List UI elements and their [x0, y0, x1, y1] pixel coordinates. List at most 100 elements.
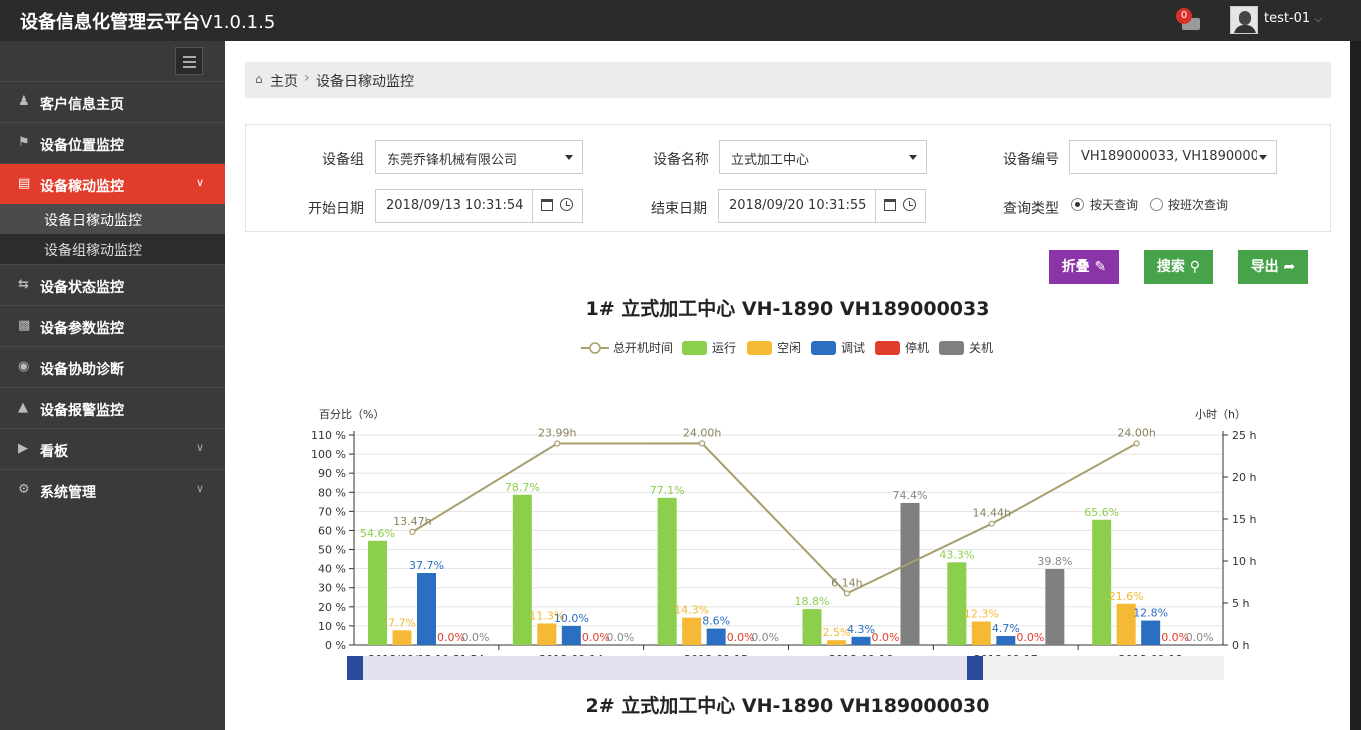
sidebar-item-dashboard[interactable]: ▶ 看板 ∨ — [0, 428, 225, 469]
end-date-label: 结束日期 — [651, 201, 707, 217]
line-point — [554, 440, 561, 447]
y-tick-label: 70 % — [318, 505, 346, 518]
server-icon: ▤ — [18, 176, 31, 191]
legend-item-idle[interactable]: 空闲 — [747, 339, 801, 356]
line-point — [988, 520, 995, 527]
legend-swatch — [875, 341, 900, 355]
page-scrollbar[interactable] — [1350, 41, 1361, 730]
legend-label: 关机 — [969, 341, 994, 355]
legend-item-stop[interactable]: 停机 — [875, 339, 929, 356]
sidebar-item-label: 设备位置监控 — [40, 138, 124, 154]
sidebar-item-diagnosis[interactable]: ◉ 设备协助诊断 — [0, 346, 225, 387]
sidebar-menu: ♟ 客户信息主页 ⚑ 设备位置监控 ▤ 设备稼动监控 ∨ 设备日稼动监控 设备组… — [0, 81, 225, 510]
zoom-handle-left[interactable] — [347, 656, 363, 680]
sidebar-toggle-button[interactable] — [175, 47, 203, 75]
breadcrumb-home-link[interactable]: 主页 — [270, 74, 298, 90]
sidebar-item-location[interactable]: ⚑ 设备位置监控 — [0, 122, 225, 163]
y2-axis-title: 小时（h） — [1195, 408, 1246, 421]
calendar-icon[interactable] — [884, 199, 896, 211]
sidebar-item-label: 设备状态监控 — [40, 280, 124, 296]
legend-label: 停机 — [905, 341, 930, 355]
group-label: 设备组 — [322, 152, 364, 168]
sidebar-item-alarm[interactable]: ▲ 设备报警监控 — [0, 387, 225, 428]
group-select[interactable]: 东莞乔锋机械有限公司 — [375, 140, 583, 174]
number-select[interactable]: VH189000033, VH1890000 — [1069, 140, 1277, 174]
radio-by-shift[interactable] — [1150, 198, 1163, 211]
line-point — [698, 440, 706, 447]
export-button-label: 导出 — [1250, 259, 1279, 275]
bar-4 — [900, 502, 920, 645]
fold-button[interactable]: 折叠 ✎ — [1049, 250, 1119, 284]
zoom-handle-right[interactable] — [967, 656, 983, 680]
bar-data-label: 0.0% — [582, 631, 610, 644]
flag-icon: ⚑ — [18, 135, 30, 150]
radio-by-day[interactable] — [1071, 198, 1084, 211]
user-menu[interactable]: test-01 ⌵ — [1264, 11, 1322, 26]
legend-label: 总开机时间 — [613, 341, 674, 355]
y-tick-label: 100 % — [311, 448, 346, 461]
data-zoom-slider[interactable] — [347, 654, 1227, 682]
radio-by-day-label[interactable]: 按天查询 — [1090, 198, 1139, 212]
avatar[interactable] — [1230, 6, 1258, 34]
start-date-input[interactable]: 2018/09/13 10:31:54 — [375, 189, 583, 223]
bar-2 — [706, 628, 726, 645]
line-data-label: 24.00h — [683, 426, 721, 439]
sidebar-subitem-daily[interactable]: 设备日稼动监控 — [0, 204, 225, 234]
username: test-01 — [1264, 11, 1311, 26]
user-icon: ♟ — [18, 94, 30, 109]
sidebar-item-params[interactable]: ▩ 设备参数监控 — [0, 305, 225, 346]
bar-data-label: 14.3% — [674, 604, 709, 617]
sidebar-item-system[interactable]: ⚙ 系统管理 ∨ — [0, 469, 225, 510]
app-title: 设备信息化管理云平台V1.0.1.5 — [20, 8, 275, 34]
bar-data-label: 0.0% — [751, 631, 779, 644]
main-content: ⌂ 主页 › 设备日稼动监控 设备组 东莞乔锋机械有限公司 设备名称 立式加工中… — [225, 41, 1350, 730]
clock-icon[interactable] — [903, 198, 916, 211]
export-button[interactable]: 导出 ➦ — [1238, 250, 1308, 284]
bar-data-label: 10.0% — [554, 612, 589, 625]
legend-item-debug[interactable]: 调试 — [811, 339, 865, 356]
legend-swatch — [939, 341, 964, 355]
line-point — [843, 590, 851, 597]
y2-tick-label: 0 h — [1232, 639, 1249, 652]
clock-icon[interactable] — [560, 198, 573, 211]
caret-down-icon — [565, 155, 573, 160]
sidebar-item-customer-home[interactable]: ♟ 客户信息主页 — [0, 81, 225, 122]
chart-1: 百分比（%） 小时（h） 0 % 10 % 20 % 30 % 40 % 50 % 60 % 70… — [311, 408, 1256, 661]
y2-tick-label: 20 h — [1232, 471, 1256, 484]
radio-by-shift-label[interactable]: 按班次查询 — [1168, 198, 1229, 212]
chevron-down-icon: ∨ — [196, 441, 205, 454]
bar-data-label: 21.6% — [1109, 590, 1144, 603]
name-select[interactable]: 立式加工中心 — [719, 140, 927, 174]
bar-data-label: 0.0% — [872, 631, 900, 644]
zoom-selected-range[interactable] — [355, 656, 975, 680]
y2-tick-label: 25 h — [1232, 429, 1256, 442]
sidebar-item-status[interactable]: ⇆ 设备状态监控 — [0, 264, 225, 305]
bar-data-label: 39.8% — [1037, 555, 1072, 568]
line-point — [409, 528, 416, 535]
legend-item-run[interactable]: 运行 — [682, 339, 736, 356]
caret-down-icon — [909, 155, 917, 160]
sidebar-item-utilization[interactable]: ▤ 设备稼动监控 ∨ — [0, 163, 225, 204]
legend-item-off[interactable]: 关机 — [939, 339, 993, 356]
exchange-icon: ⇆ — [18, 277, 29, 292]
sidebar-item-label: 设备稼动监控 — [40, 179, 124, 195]
y-tick-label: 40 % — [318, 563, 346, 576]
bar-data-label: 12.8% — [1133, 607, 1168, 620]
number-select-value: VH189000033, VH1890000 — [1081, 149, 1257, 164]
calendar-icon[interactable] — [541, 199, 553, 211]
bar-1 — [392, 630, 412, 645]
end-date-input[interactable]: 2018/09/20 10:31:55 — [718, 189, 926, 223]
bar-data-label: 7.7% — [388, 616, 416, 629]
avatar-body — [1234, 25, 1256, 33]
sidebar-subitem-group[interactable]: 设备组稼动监控 — [0, 234, 225, 264]
legend-item-line[interactable]: 总开机时间 — [581, 339, 673, 356]
search-icon: ⚲ — [1184, 259, 1201, 275]
bar-data-label: 0.0% — [727, 631, 755, 644]
end-date-picker[interactable] — [875, 190, 925, 222]
sidebar-item-label: 设备报警监控 — [40, 403, 124, 419]
legend-swatch — [811, 341, 836, 355]
mail-button[interactable]: 0 — [1176, 8, 1202, 34]
search-button[interactable]: 搜索 ⚲ — [1144, 250, 1213, 284]
edit-icon: ✎ — [1089, 259, 1107, 275]
start-date-picker[interactable] — [532, 190, 582, 222]
